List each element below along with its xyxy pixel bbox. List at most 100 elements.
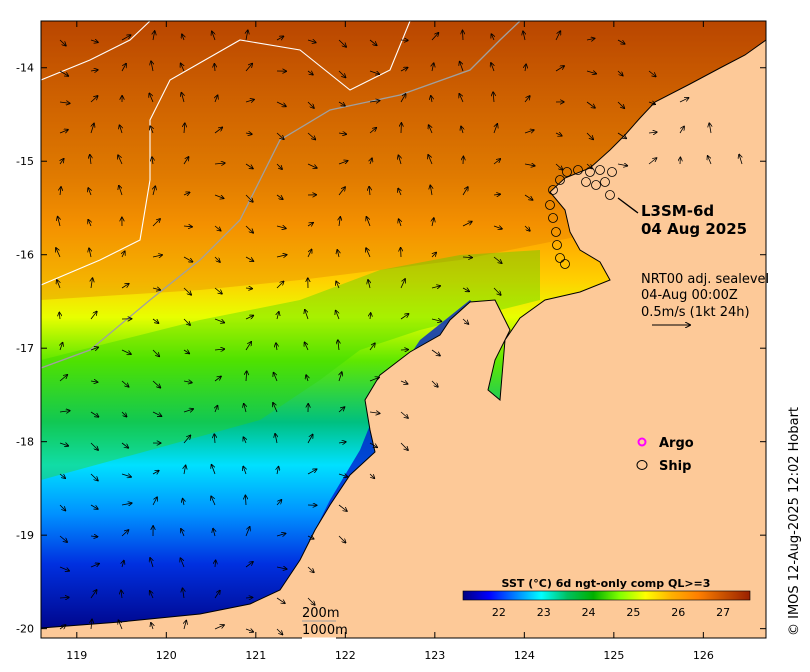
current-arrow	[555, 133, 562, 136]
current-arrow	[59, 411, 70, 412]
current-arrow	[90, 312, 97, 320]
current-arrow	[338, 340, 339, 351]
current-arrow	[90, 411, 99, 417]
current-arrow	[56, 248, 61, 258]
current-arrow	[648, 158, 657, 165]
current-arrow	[277, 467, 279, 475]
current-arrow	[275, 434, 277, 444]
current-arrow	[307, 250, 312, 258]
current-arrow	[305, 342, 309, 351]
current-arrow	[243, 467, 246, 475]
current-arrow	[463, 31, 464, 41]
current-arrow	[245, 194, 253, 202]
current-arrow	[121, 411, 127, 417]
current-arrow	[59, 443, 68, 446]
colorbar-tick-label: 25	[626, 606, 640, 619]
current-arrow	[90, 155, 91, 165]
ship-label: Ship	[659, 459, 691, 474]
current-arrow	[276, 628, 283, 635]
current-arrow	[183, 226, 192, 227]
current-arrow	[369, 412, 380, 413]
current-arrow	[90, 442, 98, 450]
lon-tick-label: 124	[514, 649, 535, 662]
current-arrow	[586, 71, 596, 74]
current-arrow	[181, 529, 184, 537]
current-arrow	[400, 279, 405, 289]
current-arrow	[276, 132, 284, 139]
current-arrow	[461, 126, 463, 134]
current-arrow	[431, 96, 432, 103]
current-arrow	[183, 256, 193, 262]
current-arrow	[493, 124, 497, 134]
current-arrow	[586, 132, 593, 139]
current-arrow	[369, 473, 374, 478]
current-arrow	[152, 219, 160, 227]
ship-obs-marker	[548, 213, 558, 223]
current-arrow	[90, 473, 98, 481]
current-arrow	[431, 380, 438, 387]
current-arrow	[369, 442, 377, 447]
current-arrow	[245, 225, 253, 233]
land-mass	[41, 21, 766, 638]
lat-tick-label: -19	[16, 529, 34, 542]
current-arrow	[338, 504, 347, 511]
current-arrow	[90, 381, 98, 382]
current-arrow	[59, 130, 68, 133]
current-arrow	[431, 349, 440, 356]
current-arrow	[555, 66, 564, 72]
ship-obs-marker	[591, 180, 601, 190]
current-arrow	[491, 63, 494, 72]
current-arrow	[214, 376, 221, 382]
current-arrow	[708, 156, 712, 165]
current-arrow	[277, 312, 279, 320]
ship-obs-marker	[552, 240, 562, 250]
current-arrow	[307, 566, 314, 572]
current-arrow	[90, 504, 98, 509]
current-arrow	[118, 620, 123, 630]
current-arrow	[245, 133, 252, 134]
current-arrow	[245, 597, 253, 598]
current-arrow	[214, 194, 224, 198]
current-arrow	[121, 284, 129, 289]
current-arrow	[183, 381, 192, 383]
current-arrow	[369, 128, 376, 134]
current-arrow	[370, 313, 371, 320]
lon-tick-label: 123	[424, 649, 445, 662]
current-arrow	[212, 31, 215, 41]
current-arrow	[212, 465, 216, 475]
current-arrow	[400, 411, 408, 418]
current-arrow	[369, 70, 379, 74]
lon-tick-label: 126	[693, 649, 714, 662]
current-arrow	[183, 435, 190, 444]
current-arrow	[368, 280, 370, 289]
colorbar-tick-label: 23	[537, 606, 551, 619]
current-arrow	[215, 406, 218, 413]
current-arrow	[245, 256, 253, 261]
current-arrow	[338, 535, 346, 543]
current-arrow	[121, 380, 129, 387]
current-arrow	[432, 218, 434, 227]
current-source: NRT00 adj. sealevel	[641, 272, 769, 287]
current-arrow	[648, 70, 656, 77]
current-time: 04-Aug 00:00Z	[641, 288, 738, 303]
current-arrow	[276, 533, 286, 536]
ship-obs-marker	[562, 167, 572, 177]
current-arrow	[214, 225, 221, 231]
current-arrow	[150, 558, 153, 568]
current-arrow	[245, 495, 246, 506]
current-arrow	[366, 217, 371, 227]
argo-marker	[637, 437, 647, 447]
current-arrow	[679, 126, 684, 134]
current-arrow	[57, 280, 60, 289]
current-arrow	[306, 375, 308, 382]
current-arrow	[59, 39, 66, 46]
current-arrow	[59, 313, 60, 320]
current-arrow	[307, 40, 316, 43]
current-arrow	[307, 536, 314, 539]
current-arrow	[429, 125, 432, 134]
current-arrow	[90, 564, 99, 568]
current-arrow	[121, 442, 128, 448]
lat-tick-label: -20	[16, 623, 34, 636]
colorbar-tick-label: 22	[492, 606, 506, 619]
current-arrow	[617, 70, 623, 76]
